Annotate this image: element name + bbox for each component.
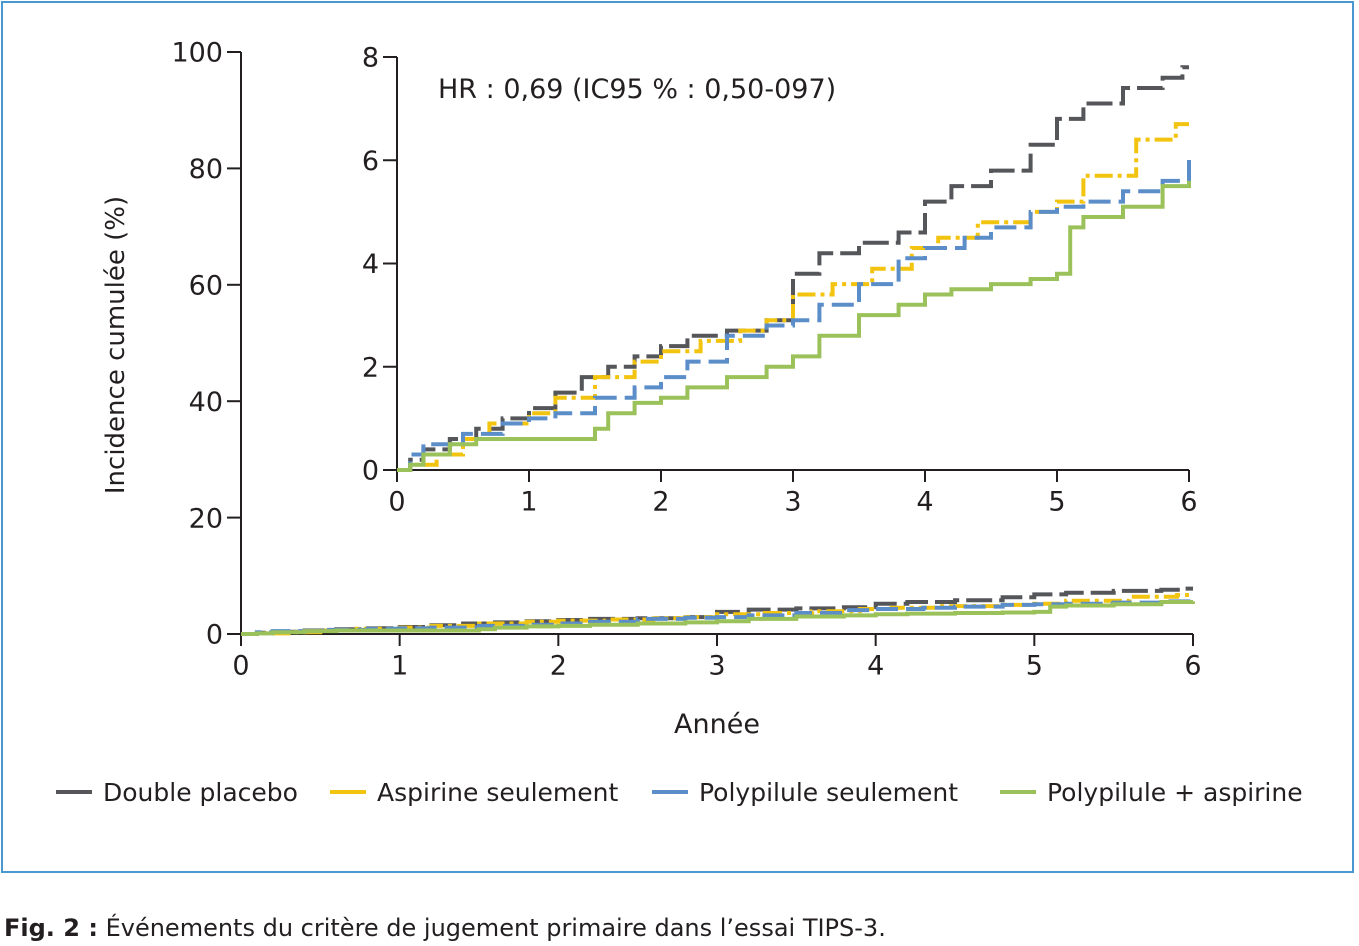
main-y-tick-label: 100 — [171, 38, 223, 69]
inset-x-tick-label: 6 — [1180, 486, 1197, 517]
main-y-tick-label: 60 — [189, 271, 223, 302]
main-x-tick-label: 6 — [1184, 650, 1201, 681]
caption-label: Fig. 2 : — [4, 914, 98, 942]
x-axis-label: Année — [674, 709, 760, 740]
main-x-tick-label: 2 — [550, 650, 567, 681]
main-x-tick-label: 0 — [232, 650, 249, 681]
figure-frame — [1, 1, 1354, 873]
main-x-tick-label: 5 — [1026, 650, 1043, 681]
main-x-tick-label: 1 — [391, 650, 408, 681]
inset-x-tick-label: 0 — [388, 486, 405, 517]
legend-label-1: Double placebo — [103, 778, 298, 807]
main-y-tick-label: 40 — [189, 387, 223, 418]
inset-background — [395, 51, 1195, 472]
inset-x-tick-label: 3 — [784, 486, 801, 517]
inset-series-line-4 — [397, 180, 1191, 472]
main-x-tick-label: 4 — [867, 650, 884, 681]
main-y-tick-label: 80 — [189, 154, 223, 185]
legend-label-3: Polypilule seulement — [699, 778, 958, 807]
main-series-line-4 — [241, 600, 1195, 636]
inset-x-tick-label: 2 — [652, 486, 669, 517]
caption-text: Événements du critère de jugement primai… — [105, 914, 886, 942]
inset-y-tick-label: 8 — [362, 43, 379, 74]
figure-caption: Fig. 2 : Événements du critère de jugeme… — [4, 914, 886, 942]
inset-x-tick-label: 4 — [916, 486, 933, 517]
main-y-tick-label: 20 — [189, 503, 223, 534]
inset-series-line-3 — [397, 155, 1191, 472]
main-x-tick-label: 3 — [708, 650, 725, 681]
inset-y-tick-label: 4 — [362, 249, 379, 280]
inset-y-tick-label: 0 — [362, 456, 379, 487]
inset-x-tick-label: 5 — [1048, 486, 1065, 517]
legend-label-4: Polypilule + aspirine — [1047, 778, 1303, 807]
main-y-tick-label: 0 — [206, 620, 223, 651]
legend-label-2: Aspirine seulement — [377, 778, 618, 807]
inset-series-line-2 — [397, 122, 1189, 472]
y-axis-label: Incidence cumulée (%) — [101, 196, 131, 494]
main-series-line-3 — [241, 598, 1195, 636]
hazard-ratio-annotation: HR : 0,69 (IC95 % : 0,50-097) — [438, 74, 836, 105]
inset-y-tick-label: 2 — [362, 352, 379, 383]
inset-x-tick-label: 1 — [520, 486, 537, 517]
inset-y-tick-label: 6 — [362, 146, 379, 177]
